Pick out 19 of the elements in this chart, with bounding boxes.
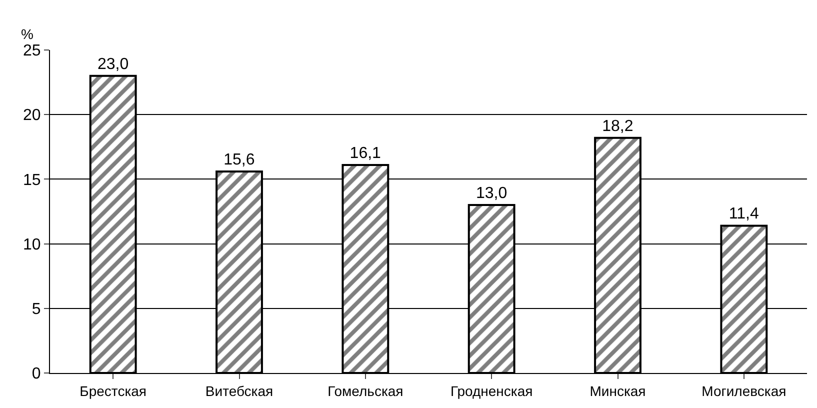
y-axis-title: % [21, 26, 34, 42]
y-tick-label: 15 [23, 172, 41, 189]
y-tick-label: 10 [23, 236, 41, 254]
y-tick-label: 20 [23, 107, 41, 124]
data-label: 18,2 [602, 118, 634, 135]
data-label: 15,6 [224, 151, 255, 168]
data-label: 23,0 [97, 56, 129, 73]
data-label: 16,1 [350, 144, 382, 162]
x-tick-label: Гродненская [450, 382, 533, 399]
x-tick-label: Витебская [205, 382, 274, 399]
y-tick-label: 0 [32, 366, 41, 383]
x-tick-label: Гомельская [328, 382, 404, 399]
x-tick-label: Могилевская [702, 382, 786, 399]
y-tick-label: 5 [32, 301, 41, 318]
y-tick-label: 25 [23, 42, 41, 60]
data-label: 11,4 [728, 206, 759, 223]
x-tick-label: Минская [590, 382, 646, 399]
x-tick-label: Брестская [80, 382, 146, 399]
data-label: 13,0 [476, 185, 508, 202]
